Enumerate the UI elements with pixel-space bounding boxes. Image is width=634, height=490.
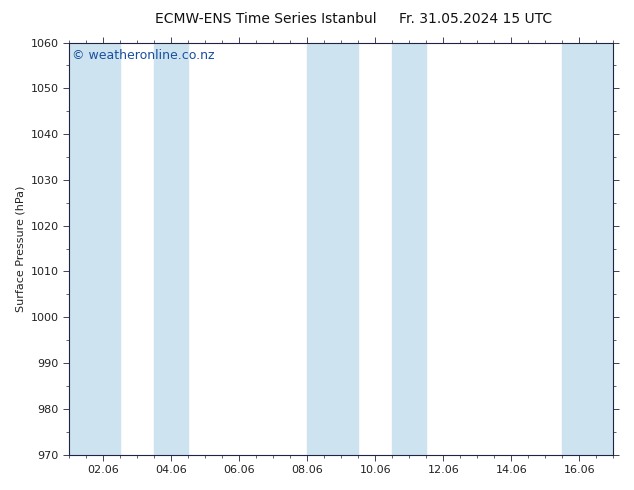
Bar xyxy=(307,43,358,455)
Bar xyxy=(392,43,426,455)
Y-axis label: Surface Pressure (hPa): Surface Pressure (hPa) xyxy=(15,185,25,312)
Bar xyxy=(154,43,188,455)
Bar xyxy=(69,43,120,455)
Text: Fr. 31.05.2024 15 UTC: Fr. 31.05.2024 15 UTC xyxy=(399,12,552,26)
Bar xyxy=(562,43,614,455)
Text: ECMW-ENS Time Series Istanbul: ECMW-ENS Time Series Istanbul xyxy=(155,12,377,26)
Text: © weatheronline.co.nz: © weatheronline.co.nz xyxy=(72,49,214,62)
